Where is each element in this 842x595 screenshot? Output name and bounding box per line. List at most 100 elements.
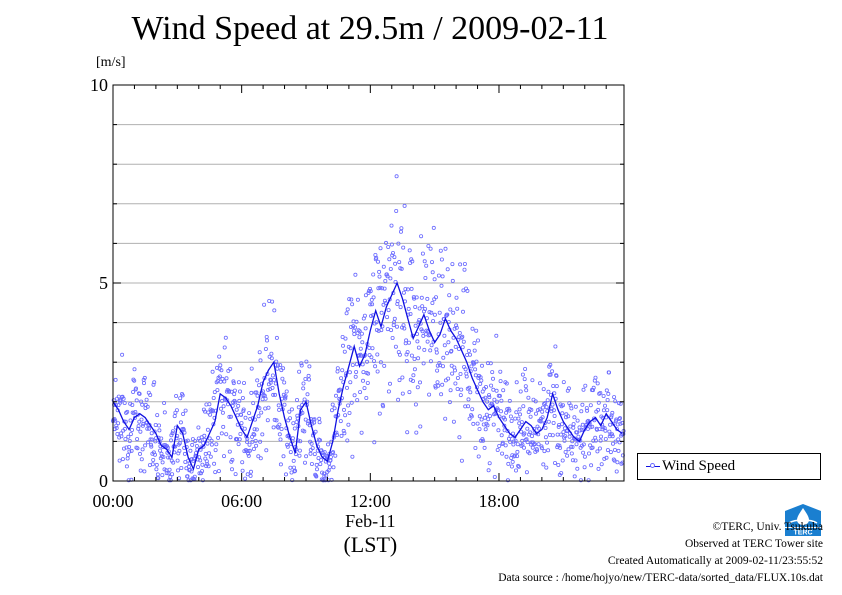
data-point <box>306 419 311 424</box>
data-point <box>333 393 338 398</box>
data-point <box>397 260 402 265</box>
data-point <box>224 376 229 381</box>
data-point <box>435 380 440 385</box>
data-point <box>216 469 221 474</box>
data-point <box>537 407 542 412</box>
data-point <box>467 385 472 390</box>
data-point <box>518 389 523 394</box>
data-point <box>472 348 477 353</box>
legend-marker-swatch <box>650 463 655 468</box>
data-point <box>230 457 235 462</box>
data-point <box>440 382 445 387</box>
data-point <box>470 326 475 331</box>
data-point <box>454 323 459 328</box>
data-point <box>449 363 454 368</box>
data-point <box>374 255 379 260</box>
data-point <box>210 369 215 374</box>
data-point <box>425 296 430 301</box>
data-point <box>530 434 535 439</box>
data-point <box>171 460 176 465</box>
data-point <box>251 401 256 406</box>
data-point <box>461 288 466 293</box>
data-point <box>561 430 566 435</box>
data-point <box>552 413 557 418</box>
data-point <box>581 442 586 447</box>
data-point <box>385 274 390 279</box>
data-point <box>204 459 209 464</box>
data-point <box>383 300 388 305</box>
data-point <box>115 431 120 436</box>
data-point <box>232 388 237 393</box>
data-point <box>332 406 337 411</box>
data-point <box>272 417 277 422</box>
data-point <box>536 442 541 447</box>
data-point <box>374 320 379 325</box>
data-point <box>405 430 410 435</box>
data-point <box>427 392 432 397</box>
data-point <box>507 398 512 403</box>
data-point <box>295 413 300 418</box>
data-point <box>199 445 204 450</box>
data-point <box>458 371 463 376</box>
data-point <box>151 457 156 462</box>
data-point <box>439 392 444 397</box>
data-point <box>455 386 460 391</box>
data-point <box>242 426 247 431</box>
data-point <box>233 472 238 477</box>
data-point <box>206 451 211 456</box>
data-point <box>245 472 250 477</box>
data-point <box>453 344 458 349</box>
data-point <box>264 338 269 343</box>
data-point <box>178 438 183 443</box>
data-point <box>612 395 617 400</box>
data-point <box>236 380 241 385</box>
data-point <box>344 385 349 390</box>
data-point <box>340 343 345 348</box>
data-point <box>435 368 440 373</box>
data-point <box>129 448 134 453</box>
data-point <box>301 381 306 386</box>
data-point <box>207 402 212 407</box>
data-point <box>128 432 133 437</box>
data-point <box>390 335 395 340</box>
data-point <box>460 334 465 339</box>
data-point <box>578 478 583 483</box>
data-point <box>482 415 487 420</box>
data-point <box>319 458 324 463</box>
data-point <box>116 403 121 408</box>
data-point <box>420 329 425 334</box>
y-tick-label: 10 <box>90 75 108 95</box>
data-point <box>125 456 130 461</box>
data-point <box>357 335 362 340</box>
data-point <box>282 380 287 385</box>
data-point <box>377 274 382 279</box>
data-point <box>302 429 307 434</box>
data-point <box>291 465 296 470</box>
data-point <box>467 416 472 421</box>
data-point <box>483 427 488 432</box>
data-point <box>378 246 383 251</box>
data-point <box>310 446 315 451</box>
data-point <box>188 448 193 453</box>
data-point <box>118 400 123 405</box>
data-point <box>570 458 575 463</box>
data-point <box>620 453 625 458</box>
data-point <box>601 408 606 413</box>
data-point <box>503 443 508 448</box>
data-point <box>588 403 593 408</box>
data-point <box>397 352 402 357</box>
data-point <box>150 437 155 442</box>
data-point <box>118 398 123 403</box>
data-point <box>425 339 430 344</box>
data-point <box>223 335 228 340</box>
data-point <box>514 468 519 473</box>
data-point <box>133 409 138 414</box>
data-point <box>247 442 252 447</box>
data-point <box>226 368 231 373</box>
data-point <box>527 451 532 456</box>
data-point <box>540 415 545 420</box>
data-point <box>459 387 464 392</box>
data-point <box>113 377 118 382</box>
data-point <box>525 440 530 445</box>
